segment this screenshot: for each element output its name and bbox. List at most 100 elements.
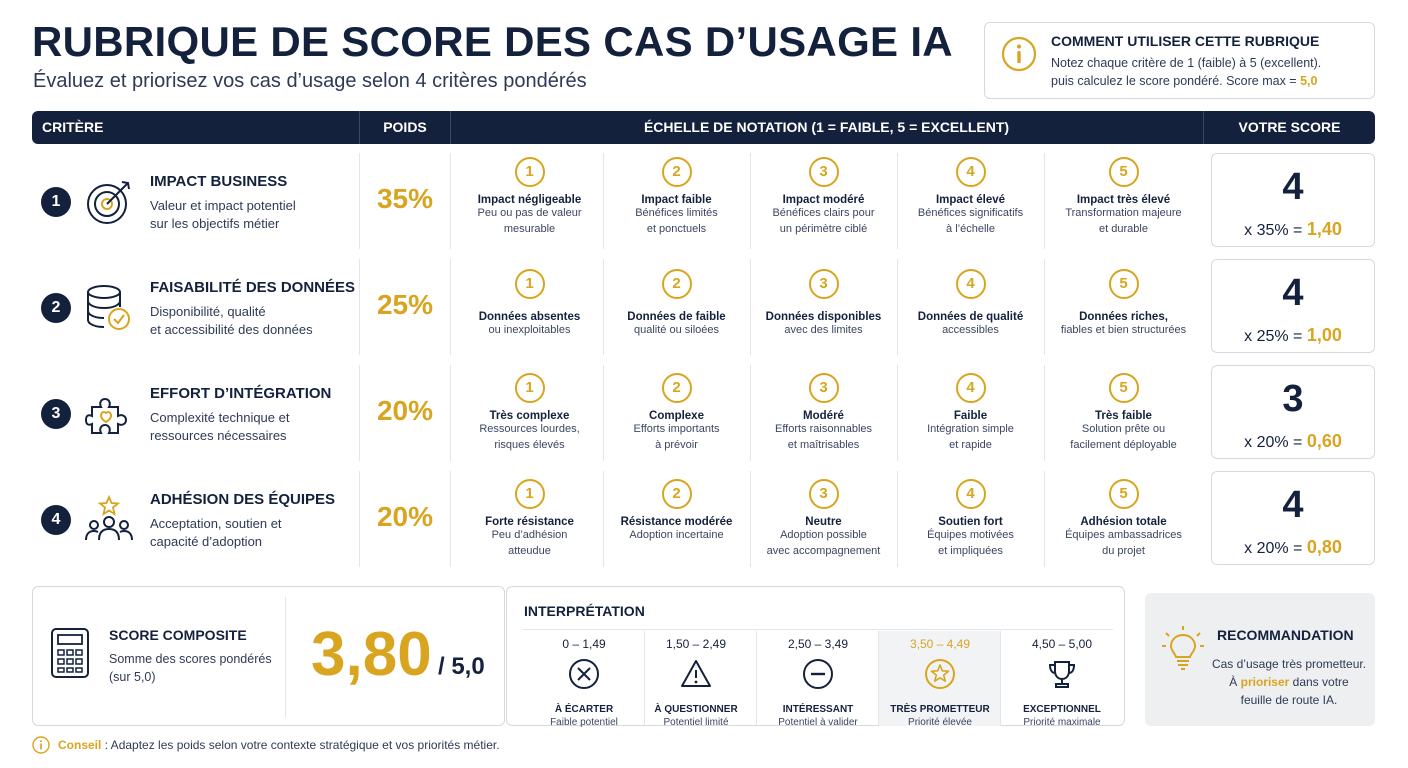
column-divider <box>897 153 898 249</box>
rating-number: 2 <box>661 157 692 187</box>
rating-desc-line: avec des limites <box>784 324 863 336</box>
criterion-desc: capacité d’adoption <box>150 534 263 549</box>
recommendation-line2-b: dans votre <box>1289 675 1349 689</box>
criterion-number: 1 <box>41 187 71 217</box>
score-value: 4 <box>1282 484 1304 526</box>
rating-title: Complexe <box>649 410 704 422</box>
rating-desc-line: et maîtrisables <box>787 438 860 451</box>
column-divider <box>359 153 360 249</box>
tip-footer: Conseil : Adaptez les poids selon votre … <box>32 736 500 754</box>
how-to-title: COMMENT UTILISER CETTE RUBRIQUE <box>1051 33 1320 49</box>
score-box[interactable]: 3 x 20% = 0,60 <box>1211 365 1375 459</box>
column-divider <box>450 153 451 249</box>
score-box[interactable]: 4 x 35% = 1,40 <box>1211 153 1375 247</box>
recommendation-line1: Cas d’usage très prometteur. <box>1211 657 1367 671</box>
recommendation-panel: RECOMMANDATION Cas d’usage très promette… <box>1145 593 1375 726</box>
weighted-score: 1,00 <box>1306 325 1342 345</box>
column-divider <box>450 259 451 355</box>
criterion-desc: Valeur et impact potentiel <box>150 198 296 213</box>
header-criterion: CRITÈRE <box>42 119 104 135</box>
rating-level-4: 4 Soutien fort Équipes motivées et impliqué… <box>897 479 1044 559</box>
rating-title: Données absentes <box>478 311 581 323</box>
rating-level-3: 3 Neutre Adoption possible avec accompagnem… <box>750 479 897 559</box>
x-circle-icon <box>569 659 599 689</box>
rating-number: 3 <box>808 373 839 403</box>
criterion-desc: sur les objectifs métier <box>150 216 280 231</box>
rating-desc-line: ou inexploitables <box>488 324 571 336</box>
rating-desc-line: Solution prête ou <box>1081 423 1166 435</box>
how-to-line1: Notez chaque critère de 1 (faible) à 5 (… <box>1051 56 1322 70</box>
rating-desc: Peu d’adhésion atteudue <box>456 528 603 559</box>
star-circle-icon <box>925 659 955 689</box>
rating-desc-line: Bénéfices clairs pour <box>772 207 875 219</box>
warning-icon <box>681 660 711 687</box>
recommendation-title: RECOMMANDATION <box>1217 627 1354 643</box>
rating-desc-line: fiables et bien structurées <box>1060 324 1187 336</box>
criterion-desc: et accessibilité des données <box>150 322 313 337</box>
band-divider <box>1000 631 1001 726</box>
score-box[interactable]: 4 x 25% = 1,00 <box>1211 259 1375 353</box>
rating-number: 1 <box>514 269 545 299</box>
band-desc: Priorité élevée <box>908 717 972 728</box>
rating-desc: Équipes motivées et impliquées <box>897 528 1044 559</box>
column-divider <box>359 259 360 355</box>
table-header: CRITÈRE POIDS ÉCHELLE DE NOTATION (1 = F… <box>32 111 1375 144</box>
band-desc: Faible potentiel <box>550 717 618 728</box>
band-label: INTÉRESSANT <box>782 704 854 715</box>
column-divider <box>750 471 751 567</box>
rating-title: Adhésion totale <box>1080 516 1167 528</box>
composite-desc: (sur 5,0) <box>109 670 156 684</box>
rating-number: 3 <box>808 269 839 299</box>
rating-desc-line: Bénéfices limités <box>635 207 718 219</box>
rating-level-1: 1 Très complexe Ressources lourdes, risques… <box>456 373 603 453</box>
rating-desc-line: Efforts importants <box>633 423 720 435</box>
rating-title: Données disponibles <box>765 311 882 323</box>
band-question: 1,50 – 2,49 À QUESTIONNER Potentiel limi… <box>635 631 757 728</box>
column-divider <box>450 365 451 461</box>
column-divider <box>1044 471 1045 567</box>
rating-desc: Transformation majeure et durable <box>1050 206 1197 237</box>
score-box[interactable]: 4 x 20% = 0,80 <box>1211 471 1375 565</box>
criterion-weight: 35% <box>376 183 434 214</box>
how-to-line2: puis calculez le score pondéré. Score ma… <box>1051 74 1317 88</box>
rating-level-1: 1 Impact négligeable Peu ou pas de valeur m… <box>456 157 603 237</box>
column-divider <box>603 471 604 567</box>
header-score: VOTRE SCORE <box>1238 119 1341 135</box>
composite-score-max: / 5,0 <box>438 653 485 680</box>
criterion-title: EFFORT D’INTÉGRATION <box>150 385 332 402</box>
band-exceptional: 4,50 – 5,00 EXCEPTIONNEL Priorité maxima… <box>1001 631 1123 728</box>
rating-title: Très complexe <box>489 410 570 422</box>
rating-desc-line: et ponctuels <box>646 222 707 235</box>
how-to-line2-text: puis calculez le score pondéré. Score ma… <box>1051 74 1301 88</box>
composite-score-panel: SCORE COMPOSITE Somme des scores pondéré… <box>32 586 505 726</box>
rating-number: 3 <box>808 479 839 509</box>
rating-desc: avec des limites <box>750 323 897 339</box>
criterion-row-data: 2 FAISABILITÉ DES DONNÉES Disponibilité,… <box>32 259 1375 355</box>
rating-number: 5 <box>1108 479 1139 509</box>
column-divider <box>750 153 751 249</box>
minus-circle-icon <box>803 659 833 689</box>
rating-level-3: 3 Impact modéré Bénéfices clairs pour un pé… <box>750 157 897 237</box>
weighted-score: 1,40 <box>1306 219 1342 239</box>
weighted-calc: x 20% = 0,60 <box>1212 431 1374 452</box>
composite-score-value: 3,80 <box>311 620 432 689</box>
criterion-title: ADHÉSION DES ÉQUIPES <box>150 491 336 508</box>
criterion-weight: 20% <box>376 501 434 532</box>
band-range: 4,50 – 5,00 <box>1031 637 1093 651</box>
column-divider <box>603 259 604 355</box>
criterion-desc: Disponibilité, qualité <box>150 304 266 319</box>
puzzle-icon <box>84 397 128 434</box>
rating-level-2: 2 Impact faible Bénéfices limités et ponctu… <box>603 157 750 237</box>
band-desc: Priorité maximale <box>1023 717 1101 728</box>
rating-title: Impact négligeable <box>477 194 582 206</box>
rating-desc-line: Efforts raisonnables <box>774 423 873 435</box>
criterion-title: FAISABILITÉ DES DONNÉES <box>150 279 356 296</box>
rating-desc: ou inexploitables <box>456 323 603 339</box>
band-discard: 0 – 1,49 À ÉCARTER Faible potentiel <box>523 631 645 728</box>
rating-desc-line: qualité ou siloées <box>633 324 719 336</box>
rating-desc-line: atteudue <box>508 544 551 557</box>
rating-title: Modéré <box>803 410 844 422</box>
rating-desc-line: à prévoir <box>655 438 698 451</box>
rating-number: 4 <box>955 157 986 187</box>
rating-desc: Intégration simple et rapide <box>897 422 1044 453</box>
